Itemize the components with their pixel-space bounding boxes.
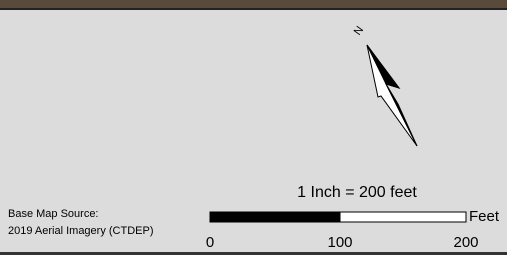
scale-unit: Feet: [469, 208, 500, 225]
aerial-imagery-strip: [0, 0, 507, 8]
scale-tick-label: 200: [453, 234, 478, 251]
north-label: N: [352, 24, 366, 37]
source-text: 2019 Aerial Imagery (CTDEP): [8, 225, 154, 237]
scale-tick-label: 100: [327, 234, 352, 251]
scale-bar-white: [340, 212, 466, 222]
map-legend: N 1 Inch = 200 feet Feet 0 100 200 Base …: [0, 0, 507, 255]
north-arrow: [367, 45, 417, 146]
scale-tick-label: 0: [206, 234, 214, 251]
scale-bar-black: [210, 212, 340, 222]
frame-line: [0, 8, 507, 10]
legend-graphic: N 1 Inch = 200 feet Feet 0 100 200 Base …: [0, 0, 507, 255]
source-text: Base Map Source:: [8, 208, 99, 220]
scale-statement: 1 Inch = 200 feet: [297, 184, 417, 201]
